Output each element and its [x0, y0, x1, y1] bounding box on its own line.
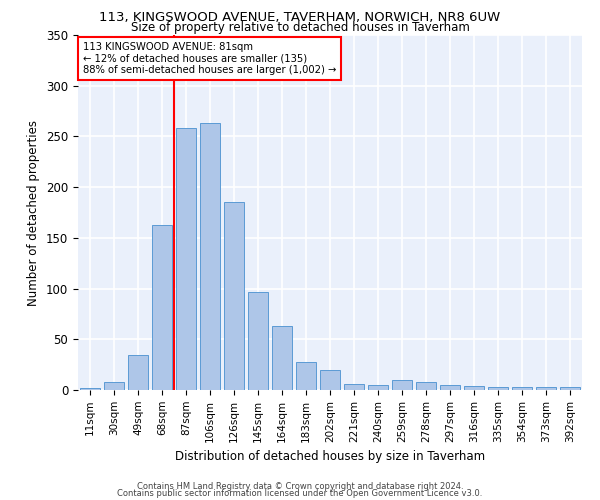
Bar — [560, 387, 580, 390]
Text: Size of property relative to detached houses in Taverham: Size of property relative to detached ho… — [131, 21, 469, 34]
Bar — [128, 354, 148, 390]
Bar — [392, 380, 412, 390]
Text: Contains HM Land Registry data © Crown copyright and database right 2024.: Contains HM Land Registry data © Crown c… — [137, 482, 463, 491]
Bar — [296, 362, 316, 390]
Text: 113, KINGSWOOD AVENUE, TAVERHAM, NORWICH, NR8 6UW: 113, KINGSWOOD AVENUE, TAVERHAM, NORWICH… — [100, 11, 500, 24]
Bar — [104, 382, 124, 390]
Bar — [200, 123, 220, 390]
Bar — [248, 292, 268, 390]
Bar — [512, 387, 532, 390]
Text: 113 KINGSWOOD AVENUE: 81sqm
← 12% of detached houses are smaller (135)
88% of se: 113 KINGSWOOD AVENUE: 81sqm ← 12% of det… — [83, 42, 337, 76]
Bar — [440, 385, 460, 390]
Bar — [416, 382, 436, 390]
Bar — [344, 384, 364, 390]
Bar — [176, 128, 196, 390]
Bar — [224, 202, 244, 390]
Y-axis label: Number of detached properties: Number of detached properties — [28, 120, 40, 306]
Text: Contains public sector information licensed under the Open Government Licence v3: Contains public sector information licen… — [118, 488, 482, 498]
Bar — [464, 386, 484, 390]
Bar — [80, 388, 100, 390]
X-axis label: Distribution of detached houses by size in Taverham: Distribution of detached houses by size … — [175, 450, 485, 463]
Bar — [368, 385, 388, 390]
Bar — [488, 387, 508, 390]
Bar — [152, 224, 172, 390]
Bar — [320, 370, 340, 390]
Bar — [272, 326, 292, 390]
Bar — [536, 387, 556, 390]
